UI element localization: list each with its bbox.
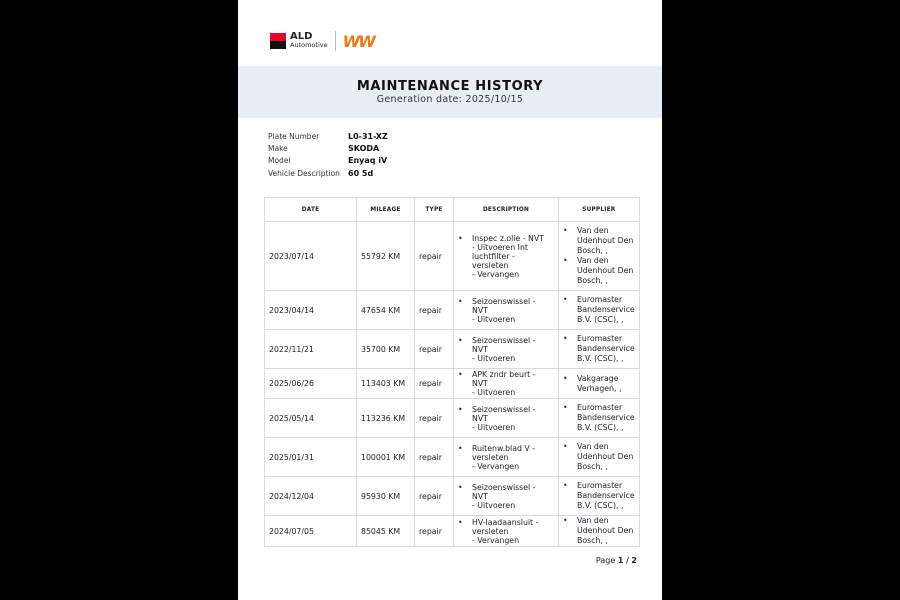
description-text: Seizoenswissel - NVT - Uitvoeren bbox=[472, 482, 536, 510]
info-value: Enyaq iV bbox=[348, 156, 388, 166]
supplier-cell: • Euromaster Bandenservice B.V. (CSC), , bbox=[558, 329, 640, 369]
column-header: TYPE bbox=[414, 197, 454, 222]
info-value: 60 5d bbox=[348, 168, 374, 178]
column-header: SUPPLIER bbox=[558, 197, 640, 222]
type-cell: repair bbox=[414, 515, 454, 547]
info-row: Make SKODA bbox=[268, 143, 388, 155]
supplier-item: • Euromaster Bandenservice B.V. (CSC), , bbox=[563, 403, 635, 432]
table-row: 2025/05/14 113236 KM repair • Seizoenswis… bbox=[264, 398, 640, 438]
supplier-item: • Vakgarage Verhagen, , bbox=[563, 373, 622, 393]
document-page: ALD Automotive WW MAINTENANCE HISTORY Gen… bbox=[238, 0, 662, 600]
date-cell: 2024/12/04 bbox=[264, 476, 357, 516]
date-cell: 2025/06/26 bbox=[264, 368, 357, 399]
supplier-item: • Van den Udenhout Den Bosch, , bbox=[563, 226, 634, 255]
type-cell: repair bbox=[414, 437, 454, 477]
supplier-item: • Van den Udenhout Den Bosch, , bbox=[563, 442, 634, 471]
info-value: L0-31-XZ bbox=[348, 132, 388, 141]
description-text: HV-laadaansluit - versleten - Vervangen bbox=[472, 517, 539, 545]
description-text: Ruitenw.blad V - versleten - Vervangen bbox=[472, 443, 536, 471]
mileage-cell: 85045 KM bbox=[356, 515, 415, 547]
supplier-cell: • Euromaster Bandenservice B.V. (CSC), , bbox=[558, 398, 640, 438]
supplier-cell: • Van den Udenhout Den Bosch, , bbox=[558, 515, 640, 547]
page-indicator: Page 1 / 2 bbox=[596, 556, 637, 565]
column-header: DATE bbox=[264, 197, 357, 222]
maintenance-table: DATE MILEAGE TYPE DESCRIPTION SUPPLIER 2023/… bbox=[264, 197, 640, 547]
table-row: 2022/11/21 35700 KM repair • Seizoenswiss… bbox=[264, 329, 640, 369]
date-cell: 2025/01/31 bbox=[264, 437, 357, 477]
supplier-item: • Van den Udenhout Den Bosch, , bbox=[563, 256, 634, 285]
title-band: MAINTENANCE HISTORY Generation date: 202… bbox=[238, 66, 662, 118]
info-label: Plate Number bbox=[268, 132, 320, 141]
info-label: Vehicle Description bbox=[268, 168, 340, 178]
type-cell: repair bbox=[414, 368, 454, 399]
info-label: Model bbox=[268, 156, 291, 166]
supplier-item: • Euromaster Bandenservice B.V. (CSC), , bbox=[563, 481, 635, 510]
info-row: Vehicle Description 60 5d bbox=[268, 168, 388, 180]
mileage-cell: 47654 KM bbox=[356, 290, 415, 330]
logo-sub: Automotive bbox=[290, 41, 328, 49]
pager-separator: / bbox=[625, 556, 629, 565]
supplier-cell: • Vakgarage Verhagen, , bbox=[558, 368, 640, 399]
pager-total: 2 bbox=[631, 556, 637, 565]
date-cell: 2023/07/14 bbox=[264, 221, 357, 291]
logo-divider bbox=[334, 31, 336, 51]
mileage-cell: 113403 KM bbox=[356, 368, 415, 399]
supplier-cell: • Euromaster Bandenservice B.V. (CSC), , bbox=[558, 290, 640, 330]
description-cell: • Seizoenswissel - NVT - Uitvoeren bbox=[453, 290, 559, 330]
column-header: DESCRIPTION bbox=[453, 197, 559, 222]
mileage-cell: 55792 KM bbox=[356, 221, 415, 291]
type-cell: repair bbox=[414, 398, 454, 438]
table-row: 2025/06/26 113403 KM repair • APK zndr be… bbox=[264, 368, 640, 399]
description-cell: • Seizoenswissel - NVT - Uitvoeren bbox=[453, 329, 559, 369]
type-cell: repair bbox=[414, 476, 454, 516]
description-text: Seizoenswissel - NVT - Uitvoeren bbox=[472, 296, 536, 324]
vehicle-info: Plate Number L0-31-XZ Make SKODA Model Enyaq … bbox=[268, 131, 388, 180]
ald-logo-icon bbox=[270, 33, 286, 49]
pager-prefix: Page bbox=[595, 556, 616, 565]
info-row: Model Enyaq iV bbox=[268, 155, 388, 167]
type-cell: repair bbox=[414, 329, 454, 369]
table-row: 2023/04/14 47654 KM repair • Seizoenswiss… bbox=[264, 290, 640, 330]
supplier-cell: • Euromaster Bandenservice B.V. (CSC), , bbox=[558, 476, 640, 516]
description-cell: • APK zndr beurt - NVT - Uitvoeren bbox=[453, 368, 559, 399]
supplier-item: • Van den Udenhout Den Bosch, , bbox=[563, 516, 634, 545]
table-row: 2023/07/14 55792 KM repair • Inspec z.oli… bbox=[264, 221, 640, 291]
supplier-cell: • Van den Udenhout Den Bosch, , bbox=[558, 437, 640, 477]
date-cell: 2025/05/14 bbox=[264, 398, 357, 438]
type-cell: repair bbox=[414, 221, 454, 291]
logo-brand: ALD bbox=[290, 31, 313, 42]
page-title: MAINTENANCE HISTORY bbox=[356, 79, 544, 94]
supplier-item: • Euromaster Bandenservice B.V. (CSC), , bbox=[563, 334, 635, 363]
table-row: 2024/07/05 85045 KM repair • HV-laadaansl… bbox=[264, 515, 640, 547]
supplier-cell: • Van den Udenhout Den Bosch, , • Van den U… bbox=[558, 221, 640, 291]
description-cell: • HV-laadaansluit - versleten - Vervangen bbox=[453, 515, 559, 547]
description-text: Seizoenswissel - NVT - Uitvoeren bbox=[472, 335, 536, 363]
pager-current: 1 bbox=[617, 556, 624, 565]
supplier-item: • Euromaster Bandenservice B.V. (CSC), , bbox=[563, 295, 635, 324]
info-row: Plate Number L0-31-XZ bbox=[268, 131, 388, 143]
mileage-cell: 95930 KM bbox=[356, 476, 415, 516]
table-row: 2024/12/04 95930 KM repair • Seizoenswiss… bbox=[264, 476, 640, 516]
info-value: SKODA bbox=[348, 144, 380, 154]
column-header: MILEAGE bbox=[356, 197, 415, 222]
mileage-cell: 35700 KM bbox=[356, 329, 415, 369]
mileage-cell: 113236 KM bbox=[356, 398, 415, 438]
mileage-cell: 100001 KM bbox=[356, 437, 415, 477]
description-text: APK zndr beurt - NVT - Uitvoeren bbox=[472, 370, 536, 397]
type-cell: repair bbox=[414, 290, 454, 330]
table-row: 2025/01/31 100001 KM repair • Ruitenw.bla… bbox=[264, 437, 640, 477]
date-cell: 2024/07/05 bbox=[264, 515, 357, 547]
description-cell: • Seizoenswissel - NVT - Uitvoeren bbox=[453, 476, 559, 516]
logo: ALD Automotive WW bbox=[270, 31, 376, 51]
generation-date: Generation date: 2025/10/15 bbox=[376, 94, 524, 105]
date-cell: 2023/04/14 bbox=[264, 290, 357, 330]
info-label: Make bbox=[268, 144, 288, 154]
description-cell: • Ruitenw.blad V - versleten - Vervangen bbox=[453, 437, 559, 477]
description-cell: • Seizoenswissel - NVT - Uitvoeren bbox=[453, 398, 559, 438]
description-text: Inspec z.olie - NVT - Uitvoeren Int luch… bbox=[472, 233, 544, 279]
date-cell: 2022/11/21 bbox=[264, 329, 357, 369]
description-cell: • Inspec z.olie - NVT - Uitvoeren Int luc… bbox=[453, 221, 559, 291]
description-text: Seizoenswissel - NVT - Uitvoeren bbox=[472, 404, 536, 432]
partner-logo-icon: WW bbox=[342, 31, 376, 51]
